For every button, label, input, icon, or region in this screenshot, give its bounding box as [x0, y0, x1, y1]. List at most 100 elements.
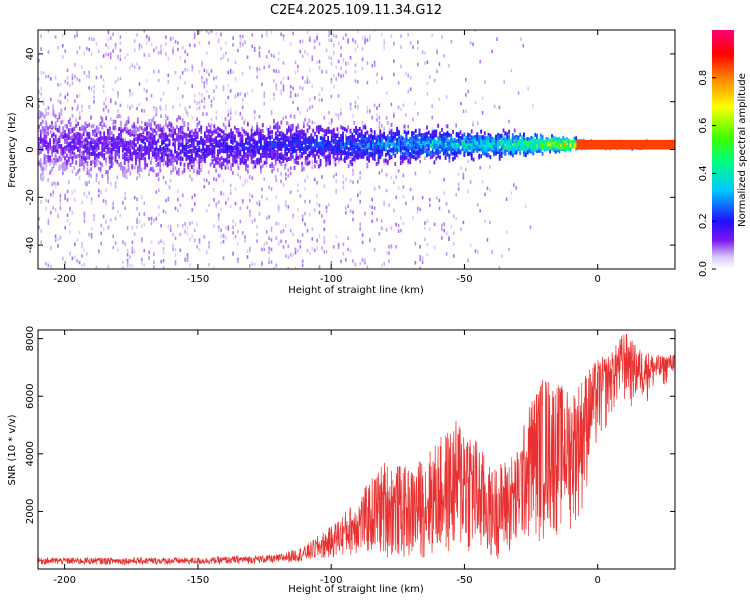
spectrogram-cell: [67, 148, 70, 153]
spectrogram-cell: [52, 206, 54, 210]
spectrogram-cell: [282, 137, 285, 142]
spectrogram-cell: [189, 138, 191, 143]
spectrogram-cell: [127, 131, 130, 136]
spectrogram-cell: [222, 149, 225, 154]
spectrogram-cell: [366, 61, 369, 65]
spectrogram-cell: [417, 206, 419, 211]
spectrogram-cell: [86, 155, 89, 160]
spectrogram-cell: [375, 145, 378, 149]
spectrogram-cell: [133, 146, 135, 151]
spectrogram-cell: [467, 139, 469, 144]
spectrogram-cell: [108, 154, 111, 159]
spectrogram-cell: [330, 135, 333, 140]
spectrogram-cell: [75, 142, 78, 147]
spectrogram-cell: [413, 154, 415, 159]
spectrogram-cell: [229, 89, 232, 93]
spectrogram-cell: [64, 226, 66, 230]
spectrogram-cell: [38, 161, 40, 166]
spectrogram-cell: [265, 126, 268, 131]
spectrogram-cell: [258, 135, 260, 140]
spectrogram-cell: [196, 172, 198, 177]
spectrogram-cell: [54, 75, 57, 80]
spectrogram-cell: [94, 140, 96, 145]
spectrogram-cell: [122, 148, 124, 153]
spectrogram-cell: [321, 246, 323, 250]
spectrogram-cell: [309, 199, 311, 204]
spectrogram-cell: [372, 135, 374, 139]
spectrogram-cell: [411, 151, 413, 156]
spectrogram-cell: [254, 160, 257, 165]
spectrogram-cell: [47, 145, 50, 149]
spectrogram-cell: [143, 201, 146, 205]
spectrogram-cell: [316, 193, 318, 198]
spectrogram-cell: [118, 114, 120, 118]
spectrogram-cell: [201, 164, 203, 168]
spectrogram-cell: [193, 202, 196, 206]
spectrogram-cell: [437, 136, 440, 141]
spectrogram-cell: [424, 135, 426, 140]
spectrogram-cell: [379, 129, 382, 134]
spectrogram-cell: [179, 203, 182, 207]
spectrogram-cell: [445, 231, 448, 235]
spectrogram-cell: [361, 66, 364, 71]
spectrogram-cell: [228, 123, 231, 127]
spectrogram-cell: [308, 136, 311, 140]
spectrogram-cell: [140, 144, 143, 149]
spectrogram-cell: [357, 106, 359, 111]
spectrogram-cell: [323, 154, 326, 159]
spectrogram-cell: [174, 166, 177, 170]
spectrogram-cell: [220, 135, 223, 140]
spectrogram-cell: [151, 137, 154, 141]
spectrogram-cell: [362, 134, 365, 139]
spectrogram-cell: [470, 135, 473, 140]
spectrogram-cell: [413, 131, 415, 136]
spectrogram-cell: [332, 149, 335, 153]
spectrogram-cell: [364, 146, 367, 151]
spectrogram-cell: [220, 207, 222, 211]
spectrogram-cell: [388, 251, 390, 255]
spectrogram-cell: [286, 143, 288, 148]
spectrogram-cell: [271, 130, 273, 134]
spectrogram-cell: [119, 213, 122, 217]
spectrogram-cell: [131, 225, 134, 230]
spectrogram-cell: [342, 185, 345, 190]
spectrogram-cell: [244, 178, 246, 182]
spectrogram-cell: [273, 167, 275, 171]
spectrogram-cell: [107, 139, 109, 144]
spectrogram-cell: [224, 149, 227, 154]
spectrogram-cell: [220, 190, 222, 195]
spectrogram-cell: [265, 241, 268, 245]
spectrogram-cell: [302, 140, 305, 145]
spectrogram-cell: [208, 31, 210, 35]
spectrogram-cell: [45, 108, 47, 112]
spectrogram-cell: [38, 225, 40, 230]
spectrogram-cell: [229, 188, 232, 193]
spectrogram-cell: [409, 138, 412, 143]
spectrogram-cell: [388, 144, 391, 149]
spectrogram-cell: [215, 136, 217, 141]
spectrogram-cell: [122, 260, 124, 265]
spectrogram-cell: [469, 145, 471, 150]
spectrogram-cell: [413, 135, 415, 140]
spectrogram-cell: [144, 127, 147, 132]
spectrogram-cell: [378, 121, 381, 125]
spectrogram-cell: [407, 89, 409, 94]
spectrogram-cell: [222, 157, 225, 162]
spectrogram-cell: [246, 179, 249, 183]
spectrogram-cell: [304, 140, 307, 144]
spectrogram-cell: [325, 143, 328, 148]
spectrogram-cell: [335, 172, 337, 177]
spectrogram-cell: [164, 160, 167, 165]
spectrogram-cell: [77, 154, 79, 158]
spectrogram-cell: [47, 30, 50, 33]
spectrogram-cell: [304, 145, 307, 150]
spectrogram-cell: [165, 35, 167, 39]
spectrogram-cell: [446, 131, 449, 136]
spectrogram-cell: [101, 142, 104, 146]
spectrogram-cell: [54, 158, 57, 163]
spectrogram-cell: [453, 254, 455, 258]
spectrogram-cell: [431, 143, 434, 148]
spectrogram-cell: [282, 132, 285, 137]
spectrogram-cell: [444, 151, 447, 156]
spectrogram-cell: [54, 35, 57, 39]
